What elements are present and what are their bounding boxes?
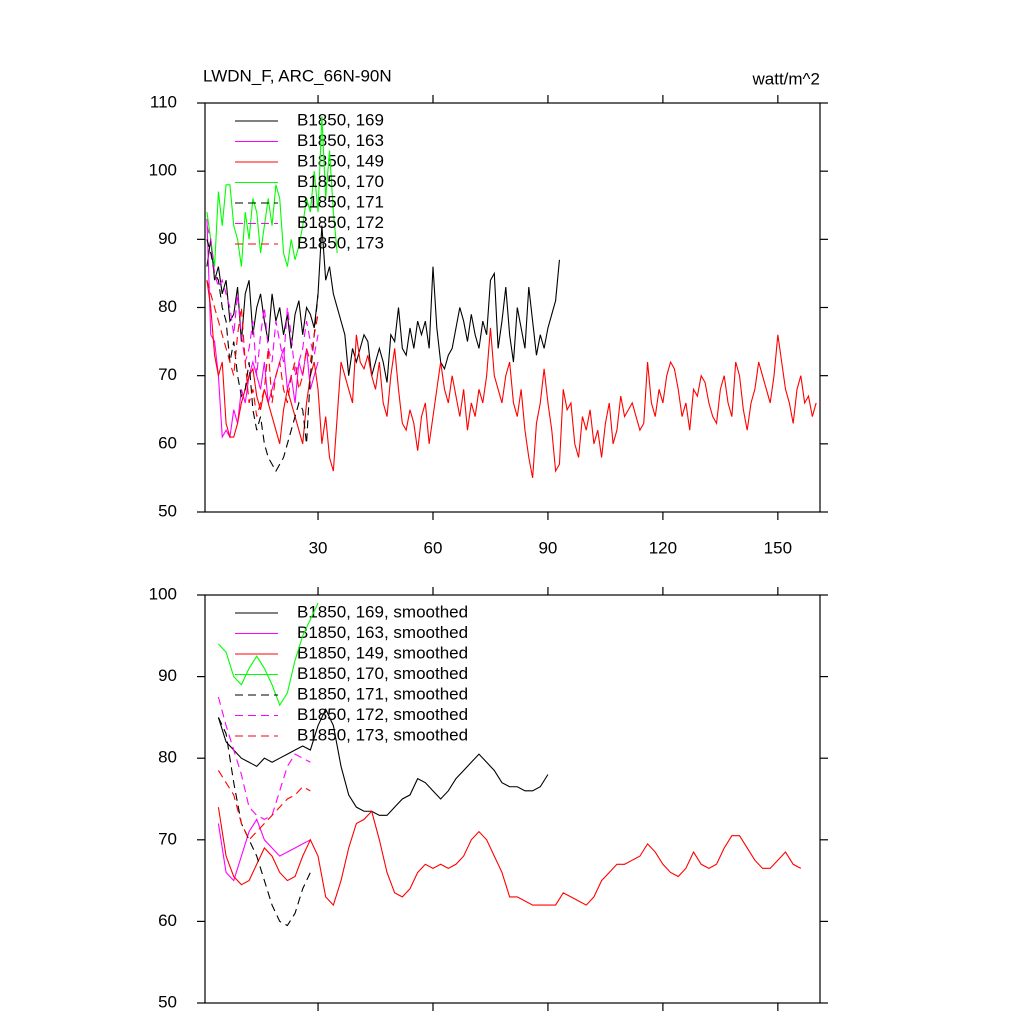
y-tick-label: 50 (158, 992, 177, 1011)
y-tick-label: 110 (150, 92, 177, 111)
x-tick-label: 150 (764, 538, 792, 557)
series-line (206, 239, 319, 473)
series-line (206, 225, 319, 376)
x-tick-label: 60 (424, 538, 443, 557)
legend-label: B1850, 173, smoothed (297, 725, 468, 744)
y-tick-label: 80 (158, 297, 177, 316)
series-line (217, 696, 311, 821)
series-line (217, 807, 802, 907)
y-tick-label: 90 (158, 229, 177, 248)
series-line (218, 602, 319, 707)
series-line (206, 218, 319, 439)
series-line (206, 280, 319, 417)
units-label: watt/m^2 (752, 69, 821, 88)
legend-label: B1850, 171, smoothed (297, 684, 468, 703)
series-line (206, 116, 338, 267)
legend-label: B1850, 171 (297, 192, 384, 211)
series-line (217, 818, 311, 882)
legend-label: B1850, 170 (297, 172, 384, 191)
legend-label: B1850, 173 (297, 233, 384, 252)
y-tick-label: 70 (158, 829, 177, 848)
chart-title: LWDN_F, ARC_66N-90N (203, 66, 392, 85)
legend-label: B1850, 149, smoothed (297, 643, 468, 662)
series-line (217, 707, 549, 816)
legend-label: B1850, 169, smoothed (297, 602, 468, 621)
legend-label: B1850, 172, smoothed (297, 705, 468, 724)
series-line (217, 717, 311, 927)
legend-label: B1850, 163 (297, 131, 384, 150)
y-tick-label: 100 (149, 584, 177, 603)
x-tick-label: 120 (649, 538, 677, 557)
x-tick-label: 30 (309, 538, 328, 557)
series-line (206, 225, 560, 383)
legend-label: B1850, 163, smoothed (297, 623, 468, 642)
y-tick-label: 60 (158, 911, 177, 930)
plot-frame (204, 594, 821, 1004)
y-tick-label: 80 (158, 748, 177, 767)
legend-label: B1850, 149 (297, 151, 384, 170)
legend-label: B1850, 172 (297, 213, 384, 232)
y-tick-label: 90 (158, 666, 177, 685)
y-tick-label: 70 (158, 365, 177, 384)
y-tick-label: 50 (158, 501, 177, 520)
legend-label: B1850, 169 (297, 110, 384, 129)
y-tick-label: 100 (149, 161, 177, 180)
legend-label: B1850, 170, smoothed (297, 664, 468, 683)
y-tick-label: 60 (158, 433, 177, 452)
x-tick-label: 90 (538, 538, 557, 557)
series-line (217, 770, 311, 841)
series-line (206, 280, 817, 479)
